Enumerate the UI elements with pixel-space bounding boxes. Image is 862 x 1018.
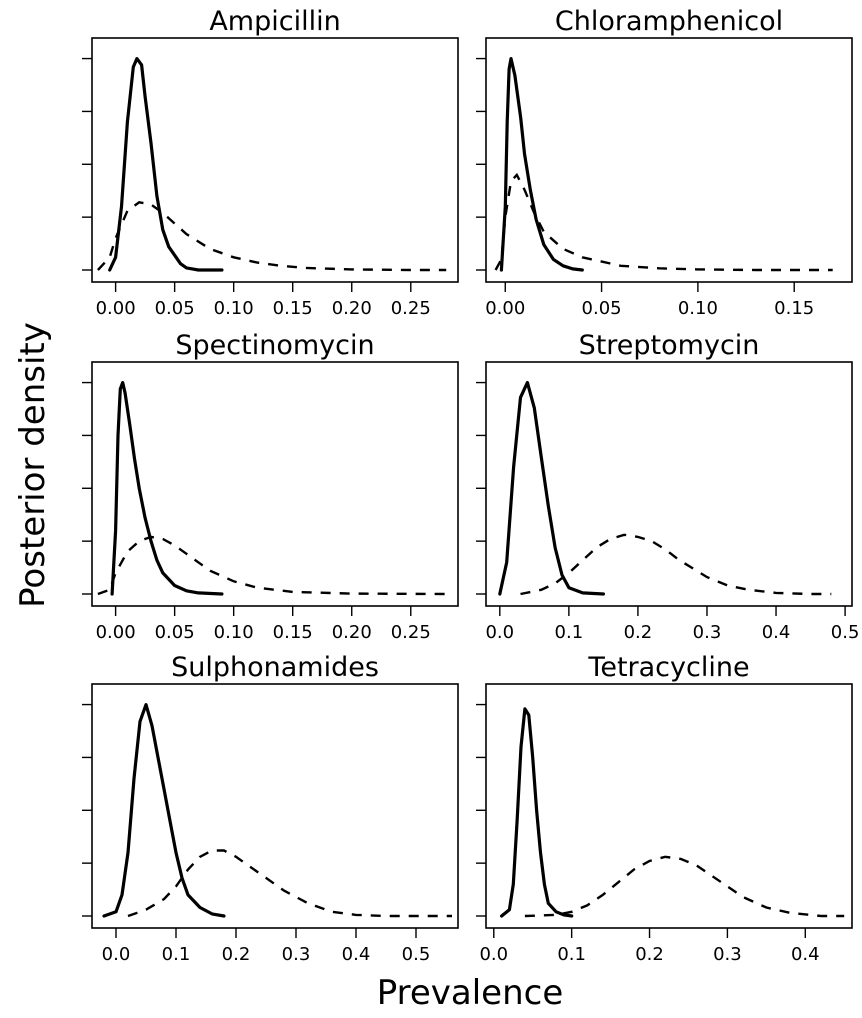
dashed-density-curve [97, 201, 447, 272]
plot-frame [91, 683, 459, 929]
x-tick-label: 0.2 [222, 944, 251, 965]
x-tick-label: 0.05 [155, 622, 195, 643]
solid-density-curve [108, 56, 224, 272]
panel-title: Streptomycin [579, 330, 760, 361]
panel-sulphonamides: Sulphonamides 0.0 0.1 0.2 0.3 0.4 0.5 [82, 652, 459, 965]
panel-chloramphenicol: Chloramphenicol 0.00 0.05 0.10 0.15 [476, 6, 853, 319]
x-tick-label: 0.15 [273, 622, 313, 643]
x-tick-label: 0.5 [402, 944, 431, 965]
x-tick-label: 0.1 [162, 944, 191, 965]
plot-frame [91, 37, 459, 283]
dashed-density-curve [127, 849, 452, 918]
x-tick-label: 0.25 [391, 298, 431, 319]
panel-title: Ampicillin [209, 6, 340, 37]
plot-frame [485, 683, 853, 929]
x-tick-label: 0.4 [791, 944, 820, 965]
x-tick-label: 0.4 [342, 944, 371, 965]
x-tick-label: 0.1 [555, 622, 584, 643]
panels-group: Ampicillin 0.00 0.05 0.10 0.15 0.20 0.25 Chlora… [82, 6, 859, 965]
x-tick-label: 0.00 [485, 298, 525, 319]
panel-streptomycin: Streptomycin 0.0 0.1 0.2 0.3 0.4 0.5 [476, 330, 859, 643]
solid-density-curve [500, 707, 574, 918]
x-tick-label: 0.20 [332, 622, 372, 643]
x-tick-label: 0.10 [214, 622, 254, 643]
x-tick-label: 0.3 [713, 944, 742, 965]
panel-spectinomycin: Spectinomycin 0.00 0.05 0.10 0.15 0.20 0.25 [82, 330, 459, 643]
solid-density-curve [499, 56, 584, 272]
x-tick-label: 0.0 [102, 944, 131, 965]
x-tick-label: 0.00 [96, 622, 136, 643]
x-tick-label: 0.2 [635, 944, 664, 965]
x-tick-label: 0.00 [96, 298, 136, 319]
x-axis-title: Prevalence [377, 973, 564, 1013]
solid-density-curve [498, 381, 606, 596]
x-tick-label: 0.4 [762, 622, 791, 643]
dashed-density-curve [97, 535, 447, 596]
panel-title: Chloramphenicol [555, 6, 783, 37]
panel-ampicillin: Ampicillin 0.00 0.05 0.10 0.15 0.20 0.25 [82, 6, 459, 319]
solid-density-curve [102, 702, 226, 918]
x-tick-label: 0.05 [582, 298, 622, 319]
x-tick-label: 0.20 [332, 298, 372, 319]
plot-frame [91, 361, 459, 607]
x-tick-label: 0.0 [485, 622, 514, 643]
dashed-density-curve [524, 855, 845, 918]
y-axis-title: Posterior density [13, 322, 53, 608]
x-tick-label: 0.25 [391, 622, 431, 643]
x-tick-label: 0.15 [774, 298, 814, 319]
x-tick-label: 0.3 [693, 622, 722, 643]
x-tick-label: 0.1 [557, 944, 586, 965]
x-tick-label: 0.5 [831, 622, 860, 643]
solid-density-curve [110, 381, 224, 596]
panel-tetracycline: Tetracycline 0.0 0.1 0.2 0.3 0.4 [476, 652, 853, 965]
plot-frame [485, 37, 853, 283]
x-tick-label: 0.0 [479, 944, 508, 965]
x-tick-label: 0.3 [282, 944, 311, 965]
x-tick-label: 0.05 [155, 298, 195, 319]
x-tick-label: 0.10 [678, 298, 718, 319]
x-tick-label: 0.15 [273, 298, 313, 319]
plot-frame [485, 361, 853, 607]
panel-title: Tetracycline [587, 652, 749, 683]
x-tick-label: 0.2 [624, 622, 653, 643]
x-tick-label: 0.10 [214, 298, 254, 319]
panel-title: Sulphonamides [171, 652, 379, 683]
dashed-density-curve [494, 172, 833, 272]
panel-title: Spectinomycin [175, 330, 374, 361]
